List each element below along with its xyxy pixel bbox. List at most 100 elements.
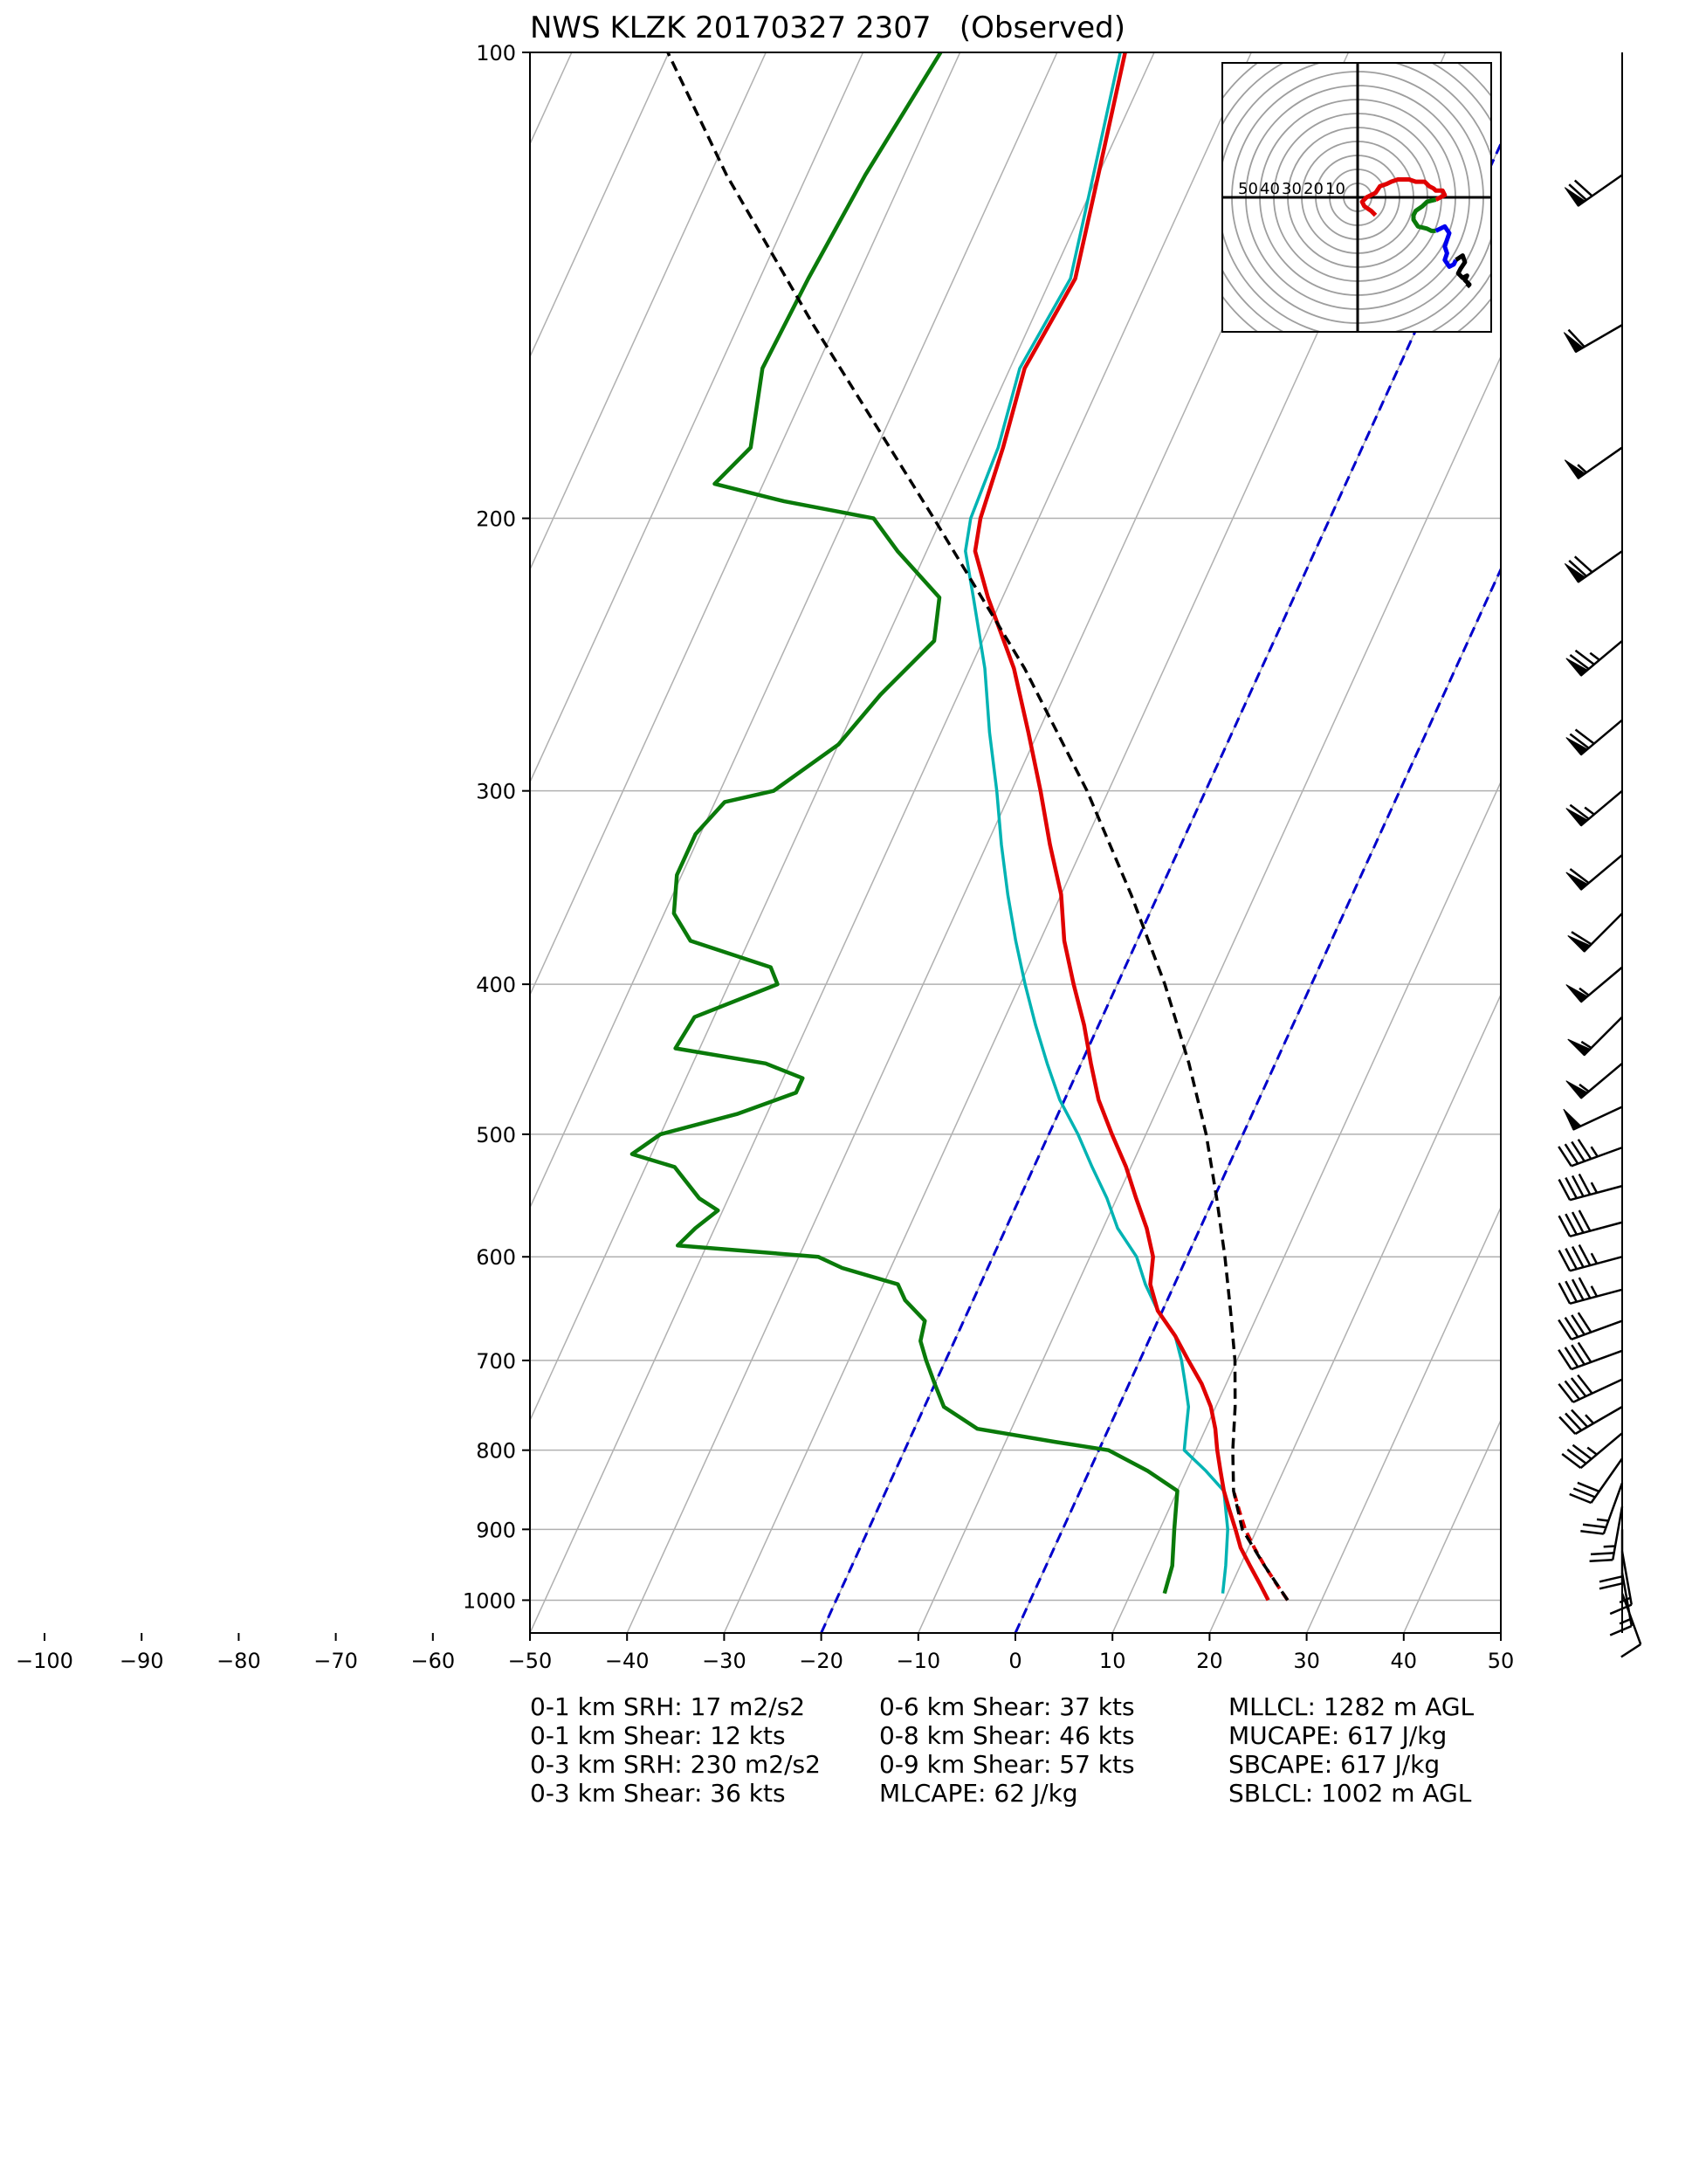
wind-barb (1565, 719, 1623, 756)
wind-barb (1558, 1139, 1623, 1168)
x-tick-label: 40 (1391, 1649, 1418, 1673)
x-tick-label: 20 (1196, 1649, 1223, 1673)
wind-barb (1569, 1457, 1624, 1505)
y-tick-label: 900 (476, 1518, 516, 1542)
wind-barb-half (1584, 806, 1595, 816)
wind-barb-full (1564, 1143, 1579, 1165)
wind-barb-full (1571, 1278, 1585, 1301)
wind-barb (1558, 1244, 1623, 1272)
stat-line: 0-3 km Shear: 36 kts (530, 1779, 786, 1808)
wind-barb-shaft (1579, 1432, 1623, 1469)
wind-barb (1565, 1062, 1623, 1099)
wind-barb-full (1558, 1416, 1577, 1435)
wind-barb-shaft (1620, 1593, 1642, 1645)
wind-barb-full (1558, 1146, 1572, 1168)
dewpoint-profile (629, 52, 1180, 1595)
wind-barb-full (1577, 1312, 1592, 1333)
x-tick-label: −40 (605, 1649, 650, 1673)
wind-barb-full (1599, 1575, 1623, 1583)
wind-barb-full (1571, 1245, 1585, 1268)
wind-barb (1558, 1341, 1623, 1371)
wind-barb-shaft (1620, 1551, 1633, 1605)
wind-barb (1565, 854, 1623, 891)
wind-barb-full (1558, 1250, 1572, 1271)
wind-barb-full (1577, 1341, 1592, 1363)
wind-barb-full (1573, 555, 1593, 574)
wind-barb-full (1577, 1374, 1593, 1395)
stat-line: 0-3 km SRH: 230 m2/s2 (530, 1750, 821, 1779)
wind-barb-half (1596, 1518, 1609, 1522)
wind-barb-shaft (1574, 1405, 1623, 1436)
y-tick-label: 200 (476, 507, 516, 532)
wind-barb-pennant (1565, 658, 1589, 677)
wind-barb-full (1569, 653, 1590, 671)
wind-barb-full (1558, 1348, 1572, 1370)
wind-barb-pennant (1565, 984, 1589, 1003)
stat-line: MUCAPE: 617 J/kg (1228, 1721, 1448, 1750)
isotherm-gridline (530, 52, 670, 359)
wind-barb-full (1564, 1380, 1581, 1401)
wind-barb-pennant (1563, 332, 1584, 353)
x-tick-label: −50 (508, 1649, 553, 1673)
hodograph-frame (1221, 62, 1492, 333)
wind-barb-half (1590, 1285, 1599, 1298)
wind-barb-full (1571, 1211, 1585, 1234)
wind-barb-shaft (1571, 1349, 1623, 1371)
y-tick-label: 500 (476, 1123, 516, 1147)
wind-barb-full (1574, 728, 1595, 745)
wind-barb (1565, 966, 1623, 1003)
stat-line: MLLCL: 1282 m AGL (1228, 1692, 1475, 1721)
wind-barb (1558, 1173, 1623, 1202)
isotherm-gridline (530, 52, 961, 997)
wind-barb-shaft (1602, 1482, 1624, 1534)
temperature-profile (973, 52, 1270, 1602)
hodograph-ring-label: 50 (1238, 180, 1258, 198)
wind-barb-full (1569, 733, 1590, 749)
isotherm-gridline (918, 355, 1501, 1633)
isotherm-gridline (530, 52, 1252, 1633)
y-tick-label: 100 (476, 41, 516, 65)
wind-barb-full (1558, 1319, 1572, 1340)
hodo-6-9km-trace (1434, 224, 1458, 269)
wind-barb-full (1565, 1213, 1578, 1236)
y-tick-label: 800 (476, 1439, 516, 1464)
isotherm-gridline (1208, 993, 1501, 1633)
wind-barb-half (1579, 1083, 1590, 1092)
skewt-profiles (629, 52, 1290, 1602)
wind-barb-full (1571, 931, 1592, 946)
wind-barb-full (1578, 1277, 1592, 1299)
stat-line: 0-8 km Shear: 46 kts (879, 1721, 1135, 1750)
wind-barb (1567, 1016, 1623, 1057)
wind-barb-pennant (1564, 562, 1586, 583)
wind-barb-full (1578, 1244, 1592, 1266)
wind-barb-full (1574, 649, 1595, 665)
wind-barb-full (1566, 1448, 1587, 1464)
wind-barb (1564, 550, 1623, 583)
y-tick-label: 1000 (463, 1588, 516, 1613)
wind-barb-full (1561, 1452, 1582, 1470)
wind-barb-full (1578, 1209, 1592, 1232)
wind-barb-full (1568, 560, 1587, 577)
wind-barb (1558, 1277, 1623, 1306)
x-tick-label: −30 (702, 1649, 746, 1673)
wind-barb-shaft (1612, 1506, 1624, 1560)
wind-barb-pennant (1565, 737, 1589, 756)
wind-barb-half (1580, 1040, 1592, 1050)
wind-barb (1563, 1106, 1623, 1131)
hodograph-ring-label: 20 (1303, 180, 1324, 198)
wind-barb-pennant (1564, 459, 1586, 479)
stat-line: 0-6 km Shear: 37 kts (879, 1692, 1135, 1721)
hodo-3-6km-trace (1411, 197, 1437, 233)
wind-barb-shaft (1571, 1319, 1623, 1340)
wind-barb (1589, 1506, 1624, 1562)
x-tick-label: 30 (1293, 1649, 1320, 1673)
wind-barb-shaft (1569, 1221, 1623, 1237)
wind-barb-pennant (1567, 935, 1592, 953)
wind-barb-half (1590, 1182, 1599, 1194)
hodograph-ring-label: 30 (1282, 180, 1302, 198)
wind-barb-full (1558, 1215, 1572, 1237)
wind-barb-pennant (1563, 1108, 1582, 1131)
wind-barb-full (1572, 1443, 1592, 1460)
wind-barb (1564, 446, 1623, 480)
